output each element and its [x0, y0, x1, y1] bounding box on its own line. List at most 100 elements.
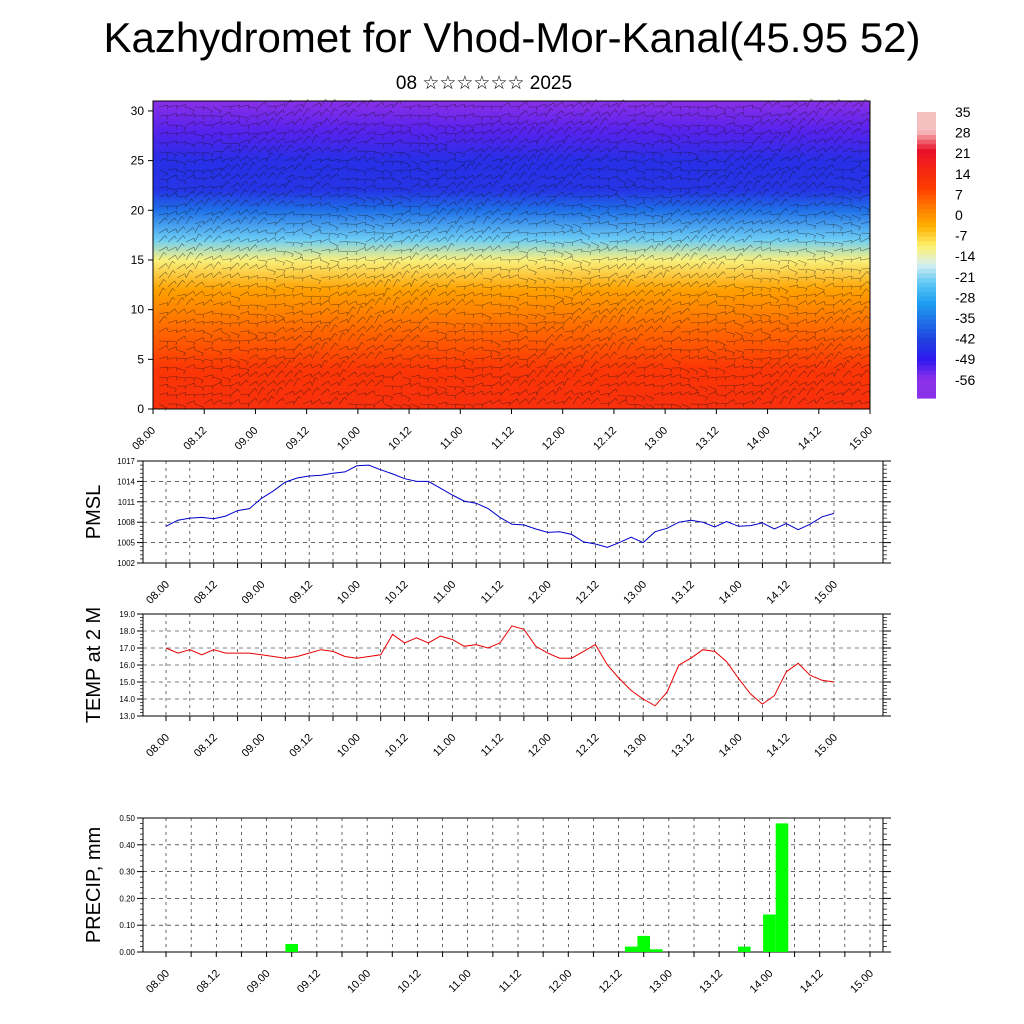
- wind-barb: [581, 397, 589, 405]
- wind-barb: [635, 318, 645, 324]
- wind-barb: [419, 376, 429, 380]
- wind-barb: [383, 262, 391, 270]
- wind-barb-flag: [454, 404, 457, 408]
- wind-barb-flag: [257, 229, 259, 234]
- wind-barb: [563, 172, 571, 180]
- wind-barb-flag: [500, 106, 502, 111]
- wind-barb-flag: [642, 263, 645, 267]
- wind-barb: [194, 169, 204, 172]
- wind-barb-flag: [623, 307, 627, 311]
- wind-barb: [680, 235, 688, 243]
- wind-barb-flag: [453, 262, 456, 267]
- wind-barb: [788, 334, 796, 342]
- wind-barb: [527, 313, 537, 317]
- wind-barb: [419, 169, 429, 173]
- wind-barb: [302, 214, 313, 216]
- wind-barb-flag: [364, 273, 367, 277]
- wind-barb: [410, 382, 420, 387]
- wind-barb-flag: [642, 289, 645, 294]
- wind-barb: [167, 280, 175, 288]
- wind-barb: [185, 198, 192, 207]
- wind-barb: [230, 227, 239, 234]
- wind-barb: [212, 106, 222, 112]
- wind-barb-flag: [381, 226, 384, 230]
- wind-barb: [410, 265, 420, 270]
- wind-barb-flag: [631, 342, 635, 346]
- wind-barb: [446, 289, 454, 297]
- wind-barb: [662, 257, 672, 261]
- wind-barb: [230, 346, 240, 351]
- wind-barb: [581, 372, 591, 378]
- wind-barb: [536, 304, 546, 307]
- wind-barb-flag: [463, 390, 466, 394]
- wind-barb: [194, 403, 204, 408]
- wind-barb-flag: [777, 280, 780, 284]
- wind-barb-flag: [273, 290, 276, 294]
- wind-barb-flag: [642, 254, 645, 258]
- wind-barb: [725, 389, 734, 396]
- wind-barb-flag: [535, 323, 538, 327]
- wind-barb: [797, 134, 803, 144]
- wind-barb: [599, 353, 608, 360]
- wind-barb: [284, 390, 294, 396]
- wind-barb: [239, 262, 247, 270]
- wind-barb: [518, 211, 528, 216]
- wind-barb-flag: [751, 391, 754, 395]
- wind-barb: [365, 403, 375, 406]
- wind-barb: [788, 193, 798, 198]
- wind-barb-flag: [615, 191, 618, 195]
- wind-barb: [644, 158, 654, 162]
- wind-barb-flag: [455, 133, 457, 138]
- wind-barb: [176, 210, 186, 216]
- wind-barb-flag: [292, 242, 295, 247]
- wind-barb-flag: [743, 304, 745, 308]
- wind-barb: [689, 280, 697, 288]
- wind-barb: [185, 394, 196, 396]
- wind-barb: [608, 302, 618, 306]
- wind-barb-flag: [680, 175, 682, 180]
- wind-barb-flag: [472, 386, 475, 391]
- wind-barb-flag: [761, 328, 763, 333]
- wind-barb: [599, 277, 610, 279]
- wind-barb-flag: [193, 318, 196, 322]
- wind-barb: [230, 188, 236, 198]
- wind-barb: [401, 175, 411, 180]
- wind-barb-flag: [273, 316, 276, 320]
- wind-barb: [428, 376, 438, 380]
- wind-barb-flag: [698, 322, 700, 327]
- wind-barb-flag: [526, 279, 529, 284]
- wind-barb: [797, 381, 807, 387]
- wind-barb: [428, 302, 438, 306]
- wind-barb: [518, 126, 525, 135]
- wind-barb: [320, 137, 329, 144]
- wind-barb-flag: [749, 317, 753, 321]
- wind-barb: [356, 372, 365, 378]
- wind-barb-flag: [320, 202, 322, 207]
- wind-barb: [428, 167, 438, 171]
- wind-barb-flag: [615, 225, 619, 230]
- wind-barb: [428, 210, 437, 216]
- wind-barb: [572, 230, 582, 234]
- wind-barb-flag: [678, 146, 681, 150]
- wind-barb: [383, 394, 393, 398]
- wind-barb: [509, 135, 516, 144]
- wind-barb: [509, 188, 515, 198]
- wind-barb: [482, 115, 492, 118]
- wind-barb: [401, 382, 411, 387]
- wind-barb: [689, 263, 698, 270]
- wind-barb: [698, 172, 706, 180]
- wind-barb: [248, 122, 258, 126]
- wind-barb-flag: [554, 295, 556, 300]
- wind-barb-flag: [418, 344, 420, 349]
- wind-barb-flag: [400, 187, 403, 192]
- wind-barb-flag: [461, 380, 465, 384]
- wind-barb: [554, 387, 560, 396]
- wind-barb-flag: [516, 307, 519, 312]
- wind-barb: [419, 297, 426, 306]
- wind-barb-flag: [453, 289, 456, 294]
- wind-barb: [257, 157, 267, 162]
- wind-barb-flag: [724, 305, 727, 310]
- wind-barb: [626, 299, 635, 306]
- wind-barb-flag: [660, 298, 663, 303]
- wind-barb-flag: [293, 157, 295, 161]
